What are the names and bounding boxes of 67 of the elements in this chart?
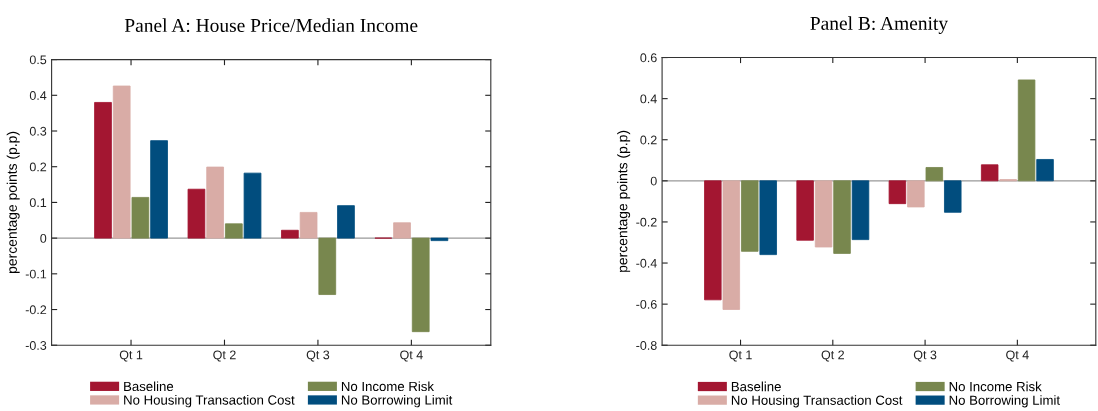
bar (759, 180, 777, 256)
bar (150, 140, 168, 239)
y-tick-label: 0.2 (29, 162, 47, 172)
bar (243, 172, 262, 239)
bar (430, 237, 449, 242)
y-tick-label: 0.4 (29, 91, 47, 100)
legend-label: No Income Risk (949, 381, 1042, 392)
bar (281, 229, 299, 239)
y-tick-label: 0.3 (29, 126, 47, 136)
x-tick-label: Qt 4 (400, 350, 423, 362)
y-axis-title: percentage points (p.p) (617, 130, 631, 272)
bar (907, 180, 925, 208)
y-tick-label: 0 (40, 233, 47, 243)
bar (1017, 79, 1036, 182)
bar (94, 102, 112, 239)
bar (888, 180, 907, 205)
x-tick-label: Qt 1 (119, 350, 143, 362)
y-tick-label: -0.8 (636, 341, 657, 350)
y-axis-title: percentage points (p.p) (6, 131, 20, 273)
chart-title: Panel B: Amenity (810, 16, 949, 34)
legend-label: Baseline (124, 381, 174, 392)
bar (131, 197, 150, 239)
bar (112, 85, 131, 239)
x-tick-label: Qt 2 (821, 350, 844, 362)
bar (741, 180, 759, 252)
x-tick-label: Qt 4 (1006, 350, 1029, 362)
bar (851, 180, 870, 241)
bar (225, 223, 243, 239)
y-tick-label: 0.2 (640, 135, 657, 145)
bar (206, 166, 224, 239)
legend-label: No Borrowing Limit (341, 395, 453, 408)
chart-title: Panel A: House Price/Median Income (124, 18, 418, 33)
bar (722, 180, 741, 310)
bar (187, 188, 206, 239)
y-tick-label: -0.4 (636, 258, 657, 268)
bar (814, 180, 833, 248)
y-tick-label: 0.5 (29, 55, 47, 65)
bar (1036, 159, 1054, 182)
y-tick-label: 0 (650, 176, 657, 186)
x-tick-label: Qt 3 (306, 350, 330, 362)
y-tick-label: 0.6 (640, 53, 657, 63)
bar (980, 164, 999, 182)
y-tick-label: -0.1 (25, 269, 47, 279)
bar (299, 212, 318, 239)
y-tick-label: -0.6 (636, 299, 657, 309)
bar (704, 180, 722, 301)
x-tick-label: Qt 2 (213, 350, 236, 362)
bar (925, 167, 944, 182)
y-tick-label: 0.4 (640, 94, 657, 104)
bar (833, 180, 851, 254)
x-tick-label: Qt 1 (729, 350, 752, 362)
legend-label: No Income Risk (341, 381, 435, 392)
legend-label: No Borrowing Limit (949, 395, 1060, 408)
y-tick-label: -0.2 (25, 305, 47, 315)
legend-label: No Housing Transaction Cost (124, 395, 295, 408)
bar (944, 180, 962, 213)
legend-label: Baseline (731, 381, 781, 392)
y-tick-label: -0.3 (25, 341, 47, 350)
bar (393, 222, 411, 239)
y-tick-label: 0.1 (29, 198, 47, 208)
bar (796, 180, 814, 241)
bar (318, 237, 337, 295)
bar (411, 237, 430, 333)
legend-label: No Housing Transaction Cost (731, 395, 903, 408)
y-tick-label: -0.2 (636, 217, 657, 227)
x-tick-label: Qt 3 (913, 350, 937, 362)
bar (337, 205, 355, 239)
